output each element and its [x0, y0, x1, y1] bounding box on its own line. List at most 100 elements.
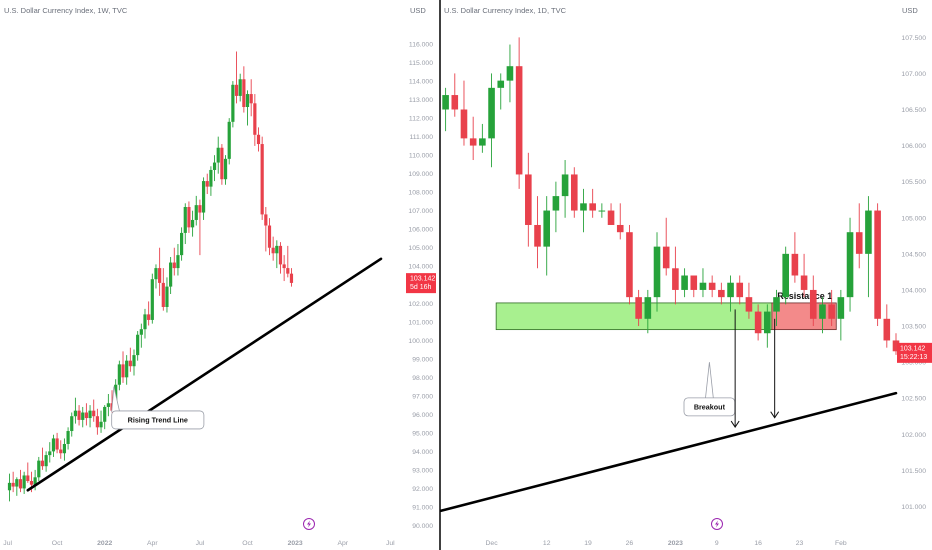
time-tick-label: Jul — [196, 540, 205, 547]
price-tick-label: 103.000 — [901, 360, 926, 367]
candle-down — [745, 297, 753, 312]
price-tick-label: 98.000 — [412, 375, 433, 382]
candle-down — [515, 66, 523, 175]
candle-up — [132, 355, 136, 367]
candle-up — [15, 479, 19, 487]
weekly-price-tag-countdown: 5d 16h — [410, 284, 432, 291]
weekly-chart-panel[interactable]: U.S. Dollar Currency Index, 1W, TVC USD … — [3, 6, 436, 547]
weekly-price-tag-value: 103.142 — [410, 276, 435, 283]
candle-up — [552, 196, 560, 211]
daily-price-tag: 103.142 15:22:13 — [897, 342, 932, 363]
candle-up — [165, 286, 169, 307]
price-tick-label: 106.000 — [408, 227, 433, 234]
candle-down — [59, 449, 63, 454]
price-tick-label: 110.000 — [409, 153, 433, 160]
candle-down — [874, 210, 881, 319]
candle-up — [644, 297, 652, 319]
price-tick-label: 101.000 — [901, 504, 926, 511]
candle-up — [117, 364, 121, 385]
price-tick-label: 104.000 — [901, 287, 926, 294]
candle-up — [81, 412, 85, 420]
time-tick-label: 26 — [626, 540, 634, 547]
candle-up — [506, 66, 514, 81]
candle-up — [782, 253, 789, 298]
candle-down — [718, 289, 725, 298]
candle-up — [183, 206, 187, 233]
candle-up — [176, 255, 180, 269]
candle-down — [128, 360, 132, 367]
price-tick-label: 108.000 — [408, 190, 433, 197]
candle-up — [70, 416, 74, 432]
candle-up — [238, 79, 242, 96]
candle-down — [469, 138, 477, 146]
candle-up — [543, 210, 551, 247]
weekly-events-bolt-icon[interactable] — [303, 518, 315, 530]
price-tick-label: 114.000 — [409, 79, 433, 86]
candle-down — [264, 214, 268, 226]
candle-down — [198, 205, 202, 213]
candle-down — [95, 416, 99, 428]
candle-up — [44, 455, 48, 467]
daily-chart-panel[interactable]: U.S. Dollar Currency Index, 1D, TVC USD … — [439, 6, 932, 547]
candle-down — [172, 262, 176, 269]
candle-down — [253, 103, 257, 135]
candle-up — [37, 460, 41, 478]
candle-up — [488, 87, 495, 139]
price-tick-label: 96.000 — [412, 412, 433, 419]
candle-down — [220, 147, 224, 180]
candle-up — [497, 80, 505, 88]
weekly-time-axis: Jul Oct 2022 Apr Jul Oct 2023 Apr Jul — [3, 540, 395, 547]
price-tick-label: 102.000 — [901, 432, 926, 439]
time-tick-label: 23 — [796, 540, 804, 547]
callout-box[interactable] — [111, 410, 205, 430]
candle-down — [286, 268, 290, 274]
price-tick-label: 107.000 — [901, 71, 926, 78]
candle-down — [892, 340, 900, 352]
daily-candles — [442, 37, 900, 355]
candle-up — [653, 246, 661, 298]
candle-down — [256, 134, 261, 145]
price-tick-label: 102.000 — [408, 301, 433, 308]
price-tick-label: 105.500 — [901, 179, 926, 186]
price-tick-label: 104.000 — [408, 264, 433, 271]
candle-up — [7, 482, 12, 491]
candle-down — [525, 174, 532, 225]
candle-up — [88, 410, 92, 419]
candle-up — [561, 174, 569, 197]
candle-up — [190, 219, 195, 228]
candle-up — [231, 84, 235, 122]
candle-down — [26, 475, 30, 482]
candle-down — [754, 311, 762, 334]
candle-up — [48, 451, 52, 456]
price-tick-label: 107.500 — [901, 35, 926, 42]
price-tick-label: 115.000 — [409, 60, 433, 67]
weekly-price-tag-box — [406, 273, 436, 294]
candle-down — [791, 253, 799, 276]
daily-time-axis: Dec 12 19 26 2023 9 16 23 Feb — [486, 540, 847, 547]
resistance-zone — [771, 302, 837, 331]
candle-up — [125, 360, 129, 378]
time-tick-label: Apr — [147, 540, 158, 547]
candle-up — [773, 297, 780, 312]
candle-down — [84, 412, 88, 419]
trend-line[interactable] — [26, 257, 383, 492]
price-tick-label: 105.000 — [901, 215, 926, 222]
price-tick-label: 99.000 — [412, 356, 433, 363]
candle-down — [158, 268, 162, 283]
daily-events-bolt-icon[interactable] — [711, 518, 723, 530]
time-tick-label: 16 — [754, 540, 762, 547]
weekly-price-tag: 103.142 5d 16h — [406, 273, 436, 294]
trend-line[interactable] — [439, 391, 898, 513]
candle-up — [194, 205, 198, 220]
time-tick-label: 12 — [543, 540, 551, 547]
candle-down — [205, 181, 209, 187]
weekly-chart-title: U.S. Dollar Currency Index, 1W, TVC — [4, 6, 128, 15]
price-tick-label: 100.000 — [408, 338, 433, 345]
candle-down — [708, 282, 716, 290]
time-tick-label: 9 — [715, 540, 719, 547]
candle-down — [147, 314, 151, 320]
price-tick-label: 106.500 — [901, 107, 926, 114]
time-tick-label: 2022 — [97, 540, 112, 547]
candle-down — [92, 410, 96, 417]
